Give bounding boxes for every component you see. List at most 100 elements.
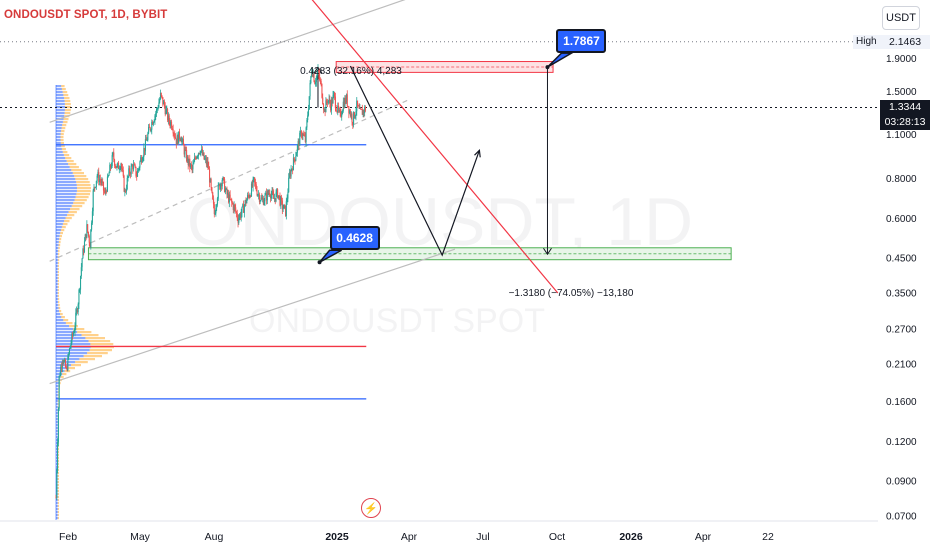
- volume-profile-bar: [56, 325, 70, 328]
- volume-profile-bar: [57, 517, 59, 520]
- price-axis-tick-label: 0.1600: [886, 397, 917, 408]
- candle-body: [230, 199, 232, 200]
- candle-body: [305, 127, 307, 143]
- volume-profile-bar: [57, 283, 59, 286]
- price-axis-tick-label: 0.3500: [886, 288, 917, 299]
- candle-body: [94, 187, 96, 188]
- volume-profile-bar: [56, 220, 65, 223]
- projection-path[interactable]: [349, 65, 480, 257]
- volume-profile-bar: [56, 412, 58, 415]
- candle-body: [105, 191, 107, 193]
- candle-body: [56, 470, 58, 498]
- candle-body: [129, 168, 131, 174]
- volume-profile-bar: [64, 220, 70, 223]
- volume-profile-bar: [61, 226, 66, 229]
- lightning-icon[interactable]: ⚡: [361, 498, 381, 518]
- volume-profile-bar: [57, 490, 59, 493]
- channel-upper-line[interactable]: [49, 0, 411, 123]
- candle-body: [152, 121, 154, 125]
- candle-body: [194, 157, 196, 159]
- candle-body: [57, 442, 59, 471]
- currency-button[interactable]: USDT: [882, 6, 920, 30]
- candle-body: [92, 190, 94, 212]
- volume-profile-bar: [65, 217, 72, 220]
- volume-profile-bar: [62, 91, 68, 94]
- price-axis[interactable]: [878, 0, 932, 550]
- descending-trendline[interactable]: [308, 0, 559, 294]
- volume-profile-bar: [56, 253, 58, 256]
- candle-body: [334, 92, 336, 97]
- volume-profile-bar: [57, 274, 59, 277]
- volume-profile-bar: [56, 424, 58, 427]
- candle-body: [302, 133, 304, 137]
- candle-body: [113, 152, 115, 160]
- volume-profile-bar: [56, 175, 75, 178]
- candle-body: [189, 158, 191, 168]
- candle-body: [118, 168, 120, 170]
- candle-body: [106, 176, 108, 192]
- volume-profile-bar: [68, 163, 77, 166]
- candle-body: [294, 159, 296, 161]
- volume-profile-bar: [56, 289, 58, 292]
- volume-profile-bar: [58, 307, 61, 310]
- candle-body: [231, 199, 233, 203]
- candle-body: [130, 165, 132, 175]
- candle-body: [222, 177, 224, 181]
- channel-mid-line[interactable]: [49, 98, 411, 262]
- candle-body: [277, 189, 279, 198]
- candle-body: [100, 181, 102, 183]
- symbol-title[interactable]: ONDOUSDT SPOT, 1D, BYBIT: [4, 9, 168, 21]
- candle-body: [340, 111, 342, 117]
- candle-body: [104, 191, 106, 193]
- volume-profile-bar: [57, 472, 59, 475]
- candle-body: [216, 198, 219, 205]
- volume-profile-bar: [56, 334, 82, 337]
- candle-body: [78, 289, 80, 305]
- volume-profile-bar: [69, 325, 78, 328]
- candle-body: [155, 109, 158, 114]
- volume-profile-bar: [56, 259, 58, 262]
- volume-profile-bar: [56, 133, 61, 136]
- candle-body: [136, 170, 139, 177]
- candle-body: [212, 192, 214, 200]
- candle-body: [79, 289, 81, 291]
- target-price-callout[interactable]: 1.7867: [556, 29, 607, 54]
- candle-body: [138, 167, 140, 170]
- candle-body: [111, 155, 113, 166]
- candle-body: [186, 156, 188, 162]
- candle-body: [301, 135, 303, 137]
- volume-profile-bar: [61, 229, 65, 232]
- volume-profile-bar: [57, 514, 59, 517]
- volume-profile-bar: [56, 148, 62, 151]
- candle-body: [336, 111, 338, 113]
- volume-profile-bar: [64, 112, 71, 115]
- candle-body: [159, 92, 162, 100]
- volume-profile-bar: [57, 466, 59, 469]
- channel-lower-line[interactable]: [49, 248, 456, 385]
- candle-body: [242, 204, 244, 207]
- candle-body: [175, 138, 177, 145]
- candle-body: [236, 213, 238, 219]
- candle-body: [307, 109, 310, 116]
- candle-body: [134, 165, 136, 167]
- watermark-sub: ONDOUSDT SPOT: [249, 302, 545, 340]
- candle-body: [254, 182, 257, 185]
- candle-body: [270, 194, 272, 199]
- volume-profile-bar: [56, 331, 78, 334]
- candle-body: [76, 309, 78, 313]
- candle-body: [274, 198, 276, 202]
- candle-body: [233, 204, 235, 211]
- candle-body: [132, 165, 134, 170]
- volume-profile-bar: [60, 139, 64, 142]
- volume-profile-bar: [56, 280, 58, 283]
- volume-profile-bar: [67, 214, 75, 217]
- volume-profile-bar: [89, 349, 112, 352]
- volume-profile-bar: [62, 373, 67, 376]
- candle-body: [131, 165, 133, 167]
- volume-profile-bar: [57, 400, 59, 403]
- support-price-callout[interactable]: 0.4628: [329, 226, 380, 251]
- candle-body: [245, 200, 247, 204]
- candle-body: [329, 98, 331, 104]
